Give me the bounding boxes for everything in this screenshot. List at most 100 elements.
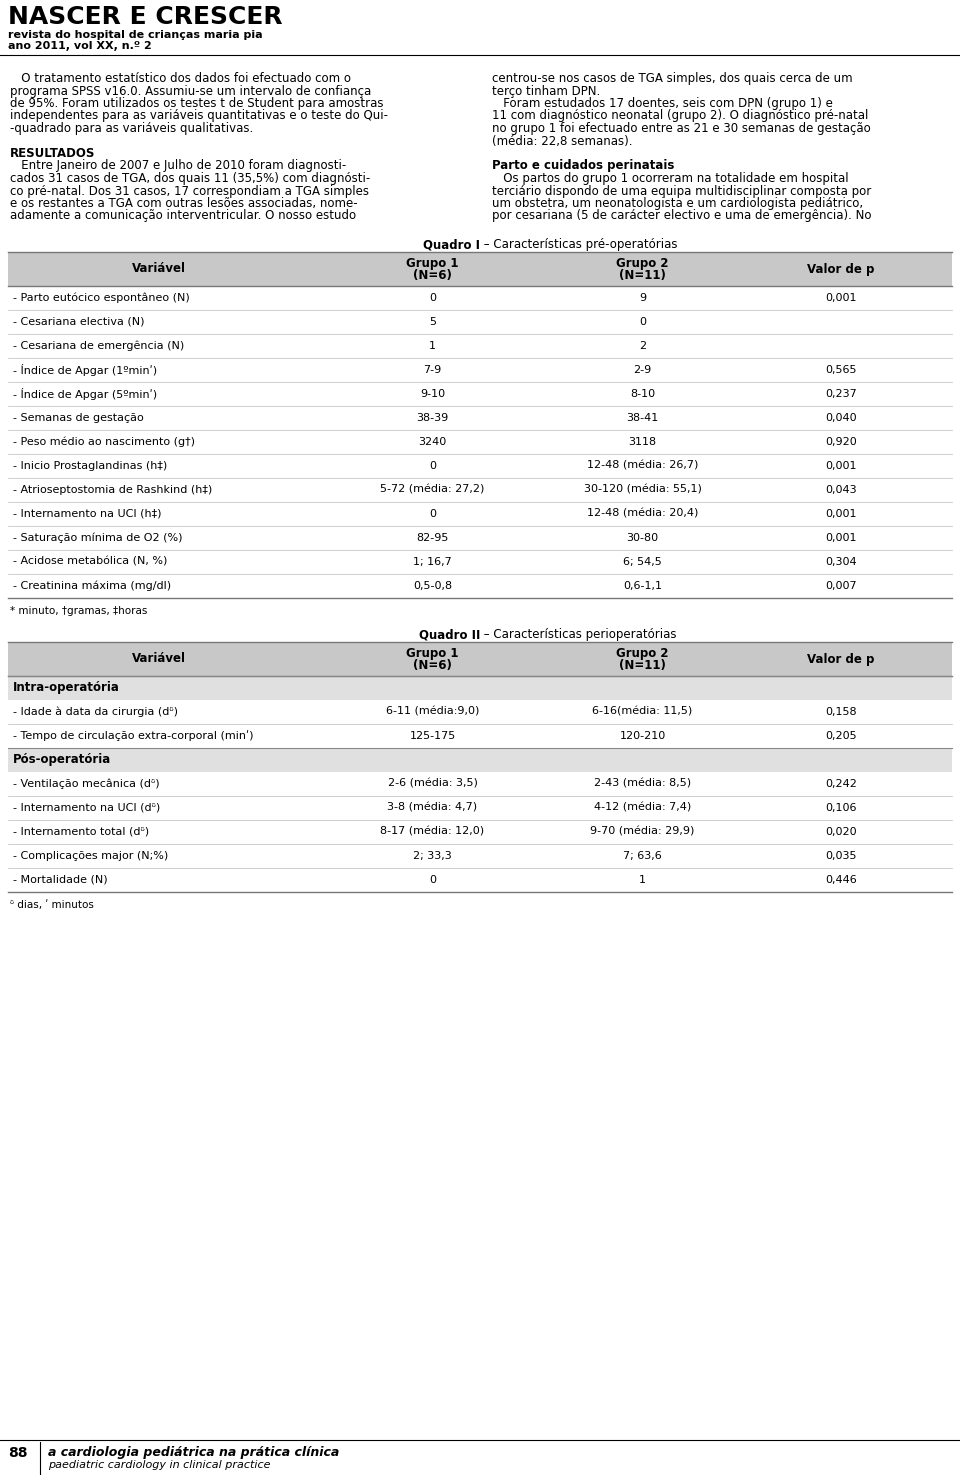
Text: (N=6): (N=6) — [413, 268, 452, 282]
Bar — [8, 701, 952, 724]
Text: 11 com diagnóstico neonatal (grupo 2). O diagnóstico pré-natal: 11 com diagnóstico neonatal (grupo 2). O… — [492, 109, 869, 122]
Text: - Inicio Prostaglandinas (h‡): - Inicio Prostaglandinas (h‡) — [13, 462, 167, 471]
Bar — [8, 820, 952, 844]
Text: 0,242: 0,242 — [825, 779, 857, 789]
Text: Grupo 2: Grupo 2 — [616, 257, 669, 270]
Text: 0,304: 0,304 — [826, 558, 857, 566]
Text: 2-9: 2-9 — [634, 364, 652, 375]
Bar — [8, 867, 952, 892]
Text: -quadrado para as variáveis qualitativas.: -quadrado para as variáveis qualitativas… — [10, 122, 253, 136]
Text: 0,205: 0,205 — [826, 732, 857, 740]
Text: - Ventilação mecânica (dᵟ): - Ventilação mecânica (dᵟ) — [13, 779, 159, 789]
Text: Variável: Variável — [132, 652, 186, 665]
Text: 12-48 (média: 20,4): 12-48 (média: 20,4) — [587, 509, 698, 519]
Text: Valor de p: Valor de p — [807, 652, 875, 665]
Text: paediatric cardiology in clinical practice: paediatric cardiology in clinical practi… — [48, 1460, 271, 1471]
Text: - Internamento total (dᵟ): - Internamento total (dᵟ) — [13, 827, 149, 836]
Text: Pós-operatória: Pós-operatória — [13, 754, 111, 767]
Text: (N=11): (N=11) — [619, 268, 666, 282]
Text: 0,001: 0,001 — [826, 462, 856, 471]
Bar — [8, 502, 952, 527]
Bar — [8, 748, 952, 771]
Text: 0: 0 — [639, 317, 646, 327]
Text: programa SPSS v16.0. Assumiu-se um intervalo de confiança: programa SPSS v16.0. Assumiu-se um inter… — [10, 84, 372, 97]
Text: - Semanas de gestação: - Semanas de gestação — [13, 413, 144, 423]
Text: 120-210: 120-210 — [619, 732, 665, 740]
Text: O tratamento estatístico dos dados foi efectuado com o: O tratamento estatístico dos dados foi e… — [10, 72, 351, 86]
Text: por cesariana (5 de carácter electivo e uma de emergência). No: por cesariana (5 de carácter electivo e … — [492, 209, 872, 223]
Text: co pré-natal. Dos 31 casos, 17 correspondiam a TGA simples: co pré-natal. Dos 31 casos, 17 correspon… — [10, 184, 369, 198]
Bar — [8, 310, 952, 333]
Text: 0,040: 0,040 — [826, 413, 857, 423]
Bar — [8, 574, 952, 597]
Text: 38-41: 38-41 — [626, 413, 659, 423]
Text: 0,001: 0,001 — [826, 509, 856, 519]
Bar — [8, 676, 952, 701]
Text: 0: 0 — [429, 875, 436, 885]
Text: - Complicações major (N;%): - Complicações major (N;%) — [13, 851, 168, 861]
Text: 1; 16,7: 1; 16,7 — [413, 558, 452, 566]
Text: 5: 5 — [429, 317, 436, 327]
Text: - Idade à data da cirurgia (dᵟ): - Idade à data da cirurgia (dᵟ) — [13, 707, 178, 717]
Text: - Peso médio ao nascimento (g†): - Peso médio ao nascimento (g†) — [13, 437, 195, 447]
Text: 1: 1 — [429, 341, 436, 351]
Text: ᵟ dias, ʹ minutos: ᵟ dias, ʹ minutos — [10, 900, 94, 910]
Text: Valor de p: Valor de p — [807, 263, 875, 276]
Text: (N=6): (N=6) — [413, 658, 452, 671]
Text: 0,158: 0,158 — [826, 707, 857, 717]
Text: 9: 9 — [639, 294, 646, 302]
Text: Os partos do grupo 1 ocorreram na totalidade em hospital: Os partos do grupo 1 ocorreram na totali… — [492, 173, 849, 184]
Bar — [8, 333, 952, 358]
Text: 82-95: 82-95 — [417, 532, 448, 543]
Text: – Características perioperatórias: – Características perioperatórias — [480, 628, 677, 642]
Text: a cardiologia pediátrica na prática clínica: a cardiologia pediátrica na prática clín… — [48, 1446, 339, 1459]
Bar — [8, 550, 952, 574]
Bar — [8, 382, 952, 406]
Text: 0,043: 0,043 — [826, 485, 857, 496]
Text: 0,007: 0,007 — [826, 581, 857, 591]
Bar — [8, 796, 952, 820]
Text: revista do hospital de crianças maria pia: revista do hospital de crianças maria pi… — [8, 30, 263, 40]
Text: 0,920: 0,920 — [826, 437, 857, 447]
Text: 1: 1 — [639, 875, 646, 885]
Text: Intra-operatória: Intra-operatória — [13, 681, 120, 695]
Text: 30-120 (média: 55,1): 30-120 (média: 55,1) — [584, 485, 702, 496]
Text: 0,446: 0,446 — [826, 875, 857, 885]
Text: 4-12 (média: 7,4): 4-12 (média: 7,4) — [594, 802, 691, 813]
Bar — [8, 286, 952, 310]
Text: NASCER E CRESCER: NASCER E CRESCER — [8, 4, 282, 30]
Text: 8-17 (média: 12,0): 8-17 (média: 12,0) — [380, 827, 485, 836]
Text: 6; 54,5: 6; 54,5 — [623, 558, 661, 566]
Text: - Cesariana electiva (N): - Cesariana electiva (N) — [13, 317, 145, 327]
Text: - Acidose metabólica (N, %): - Acidose metabólica (N, %) — [13, 558, 167, 566]
Bar — [8, 252, 952, 286]
Bar — [8, 642, 952, 676]
Text: * minuto, †gramas, ‡horas: * minuto, †gramas, ‡horas — [10, 606, 148, 617]
Text: - Tempo de circulação extra-corporal (minʹ): - Tempo de circulação extra-corporal (mi… — [13, 730, 253, 742]
Text: cados 31 casos de TGA, dos quais 11 (35,5%) com diagnósti-: cados 31 casos de TGA, dos quais 11 (35,… — [10, 173, 371, 184]
Text: 3-8 (média: 4,7): 3-8 (média: 4,7) — [388, 802, 477, 813]
Bar — [8, 724, 952, 748]
Text: 0,001: 0,001 — [826, 532, 856, 543]
Bar — [8, 358, 952, 382]
Text: 3118: 3118 — [629, 437, 657, 447]
Text: 2-6 (média: 3,5): 2-6 (média: 3,5) — [388, 779, 477, 789]
Bar — [8, 454, 952, 478]
Text: e os restantes a TGA com outras lesões associadas, nome-: e os restantes a TGA com outras lesões a… — [10, 198, 358, 209]
Text: 6-11 (média:9,0): 6-11 (média:9,0) — [386, 707, 479, 717]
Text: 0,565: 0,565 — [826, 364, 856, 375]
Text: adamente a comunicação interventricular. O nosso estudo: adamente a comunicação interventricular.… — [10, 209, 356, 223]
Text: 12-48 (média: 26,7): 12-48 (média: 26,7) — [587, 462, 698, 471]
Text: - Índice de Apgar (1ºminʹ): - Índice de Apgar (1ºminʹ) — [13, 364, 157, 376]
Text: - Índice de Apgar (5ºminʹ): - Índice de Apgar (5ºminʹ) — [13, 388, 157, 400]
Text: 125-175: 125-175 — [409, 732, 456, 740]
Text: 9-70 (média: 29,9): 9-70 (média: 29,9) — [590, 827, 695, 836]
Text: 0,035: 0,035 — [826, 851, 856, 861]
Text: no grupo 1 foi efectuado entre as 21 e 30 semanas de gestação: no grupo 1 foi efectuado entre as 21 e 3… — [492, 122, 871, 136]
Text: um obstetra, um neonatologista e um cardiologista pediátrico,: um obstetra, um neonatologista e um card… — [492, 198, 863, 209]
Text: 9-10: 9-10 — [420, 389, 445, 400]
Text: 2-43 (média: 8,5): 2-43 (média: 8,5) — [594, 779, 691, 789]
Text: 2; 33,3: 2; 33,3 — [413, 851, 452, 861]
Text: independentes para as variáveis quantitativas e o teste do Qui-: independentes para as variáveis quantita… — [10, 109, 388, 122]
Text: 3240: 3240 — [419, 437, 446, 447]
